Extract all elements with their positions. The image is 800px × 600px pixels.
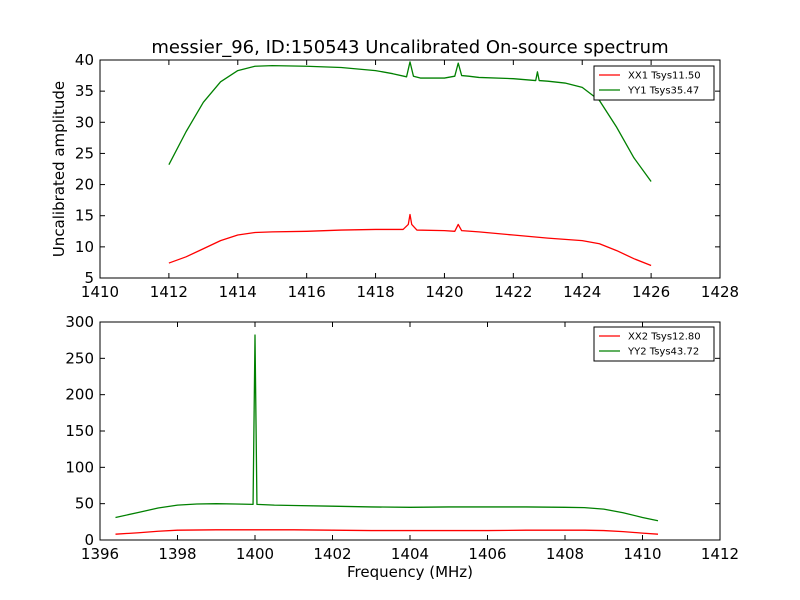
y-axis-label: Uncalibrated amplitude <box>50 81 68 257</box>
x-tick-label: 1410 <box>81 283 119 301</box>
y-tick-label: 0 <box>84 531 94 549</box>
legend-box <box>593 326 715 362</box>
plot-panel-1: 1410 1412 1414 1416 1418 1420 1422 1424 1426 1428… <box>50 51 739 301</box>
y-tick-label: 25 <box>75 144 94 162</box>
legend-label: XX1 Tsys11.50 <box>628 71 701 82</box>
plot-panel-2: 1396 1398 1400 1402 1404 1406 1408 1410 1412 0 50 1… <box>65 313 739 581</box>
legend-label: XX2 Tsys12.80 <box>628 332 701 343</box>
x-tick-label: 1416 <box>288 283 326 301</box>
legend-label: YY2 Tsys43.72 <box>627 347 699 358</box>
series-line-1-1 <box>168 213 652 267</box>
y-tick-label: 40 <box>75 51 94 69</box>
x-tick-label: 1406 <box>468 545 506 563</box>
x-tick-label: 1412 <box>701 545 739 563</box>
x-tick-label: 1404 <box>391 545 429 563</box>
x-tick-label: 1410 <box>623 545 661 563</box>
legend: XX2 Tsys12.80 YY2 Tsys43.72 <box>593 326 715 362</box>
series-line-2-1 <box>115 529 659 535</box>
y-tick-label: 5 <box>84 269 94 287</box>
x-tick-label: 1398 <box>158 545 196 563</box>
x-tick-label: 1420 <box>425 283 463 301</box>
x-tick-label: 1424 <box>563 283 601 301</box>
x-tick-label: 1412 <box>150 283 188 301</box>
x-tick-label: 1418 <box>356 283 394 301</box>
y-tick-label: 15 <box>75 207 94 225</box>
y-tick-label: 300 <box>65 313 94 331</box>
series-line-1-2 <box>168 61 652 182</box>
x-tick-label: 1422 <box>494 283 532 301</box>
y-tick-label: 20 <box>75 176 94 194</box>
y-tick-label: 50 <box>75 495 94 513</box>
x-tick-label: 1426 <box>632 283 670 301</box>
x-tick-label: 1414 <box>219 283 257 301</box>
plot-frame <box>99 59 721 279</box>
plot-panels: 1410 1412 1414 1416 1418 1420 1422 1424 1426 1428… <box>50 51 739 581</box>
y-tick-label: 150 <box>65 422 94 440</box>
x-tick-label: 1428 <box>701 283 739 301</box>
y-tick-label: 30 <box>75 113 94 131</box>
legend-box <box>593 65 715 101</box>
legend: XX1 Tsys11.50 YY1 Tsys35.47 <box>593 65 715 101</box>
legend-label: YY1 Tsys35.47 <box>627 86 699 97</box>
series-line-2-2 <box>115 334 659 522</box>
chart-title: messier_96, ID:150543 Uncalibrated On-so… <box>151 37 668 58</box>
x-tick-label: 1396 <box>81 545 119 563</box>
y-tick-label: 10 <box>75 238 94 256</box>
x-tick-label: 1408 <box>546 545 584 563</box>
x-axis-label: Frequency (MHz) <box>347 563 473 581</box>
y-tick-label: 200 <box>65 386 94 404</box>
y-tick-label: 35 <box>75 82 94 100</box>
x-tick-label: 1400 <box>236 545 274 563</box>
x-tick-label: 1402 <box>313 545 351 563</box>
y-tick-label: 250 <box>65 349 94 367</box>
y-tick-label: 100 <box>65 458 94 476</box>
